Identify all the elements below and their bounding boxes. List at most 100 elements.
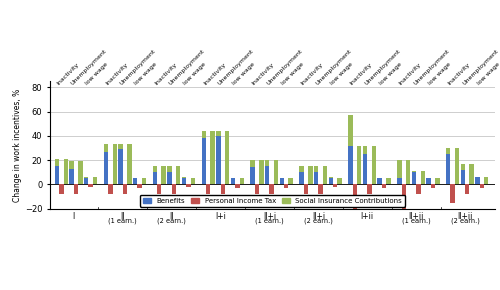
Bar [78, 162, 82, 184]
Bar [446, 148, 450, 154]
Text: Unemployment: Unemployment [412, 48, 451, 86]
Text: (2 earn.): (2 earn.) [157, 217, 186, 224]
Text: low wage: low wage [330, 61, 354, 86]
Bar [460, 170, 465, 184]
Bar [426, 178, 431, 184]
Bar [300, 166, 304, 172]
Bar [304, 184, 308, 194]
Bar [280, 178, 284, 184]
Bar [152, 166, 157, 172]
Text: (1 earn.): (1 earn.) [255, 217, 284, 224]
Bar [386, 178, 390, 184]
Text: (2 earn.): (2 earn.) [304, 217, 333, 224]
Text: II+i: II+i [263, 213, 276, 222]
Text: low wage: low wage [427, 61, 452, 86]
Bar [168, 172, 172, 184]
Bar [265, 160, 270, 166]
Bar [157, 184, 162, 194]
Bar [93, 177, 97, 184]
Bar [406, 160, 410, 184]
Bar [446, 154, 450, 184]
Bar [118, 144, 122, 149]
Text: Unemployment: Unemployment [119, 48, 157, 86]
Bar [382, 184, 386, 188]
Bar [176, 166, 180, 184]
Bar [70, 169, 74, 184]
Bar [84, 178, 88, 184]
Text: Unemployment: Unemployment [315, 48, 352, 86]
Bar [274, 160, 278, 184]
Bar [133, 178, 138, 184]
Bar [104, 152, 108, 184]
Bar [210, 131, 214, 184]
Text: II: II [120, 213, 125, 222]
Bar [122, 184, 127, 194]
Bar [84, 177, 88, 178]
Bar [450, 184, 455, 203]
Text: (1 earn.): (1 earn.) [402, 217, 430, 224]
Text: low wage: low wage [134, 61, 158, 86]
Bar [182, 177, 186, 184]
Bar [412, 172, 416, 184]
Bar [397, 160, 402, 178]
Bar [333, 184, 338, 187]
Bar [168, 166, 172, 172]
Bar [240, 178, 244, 184]
Bar [300, 172, 304, 184]
Bar [465, 184, 469, 194]
Text: low wage: low wage [182, 61, 207, 86]
Bar [455, 148, 459, 184]
Bar [372, 146, 376, 184]
Bar [270, 184, 274, 194]
Bar [231, 178, 235, 184]
Bar [108, 184, 112, 194]
Bar [328, 177, 333, 184]
Text: low wage: low wage [378, 61, 403, 86]
Bar [220, 184, 225, 194]
Bar [470, 164, 474, 184]
Text: Unemployment: Unemployment [266, 48, 304, 86]
Bar [378, 178, 382, 184]
Text: I+ii: I+ii [360, 213, 374, 222]
Text: Inactivity: Inactivity [300, 62, 324, 86]
Bar [352, 184, 357, 209]
Text: low wage: low wage [232, 61, 256, 86]
Bar [314, 172, 318, 184]
Text: Unemployment: Unemployment [217, 48, 255, 86]
Text: Inactivity: Inactivity [202, 62, 226, 86]
Bar [138, 184, 141, 188]
Bar [250, 160, 255, 168]
Bar [476, 177, 480, 184]
Bar [186, 184, 190, 187]
Bar [59, 184, 64, 194]
Bar [250, 168, 255, 184]
Bar [435, 178, 440, 184]
Bar [397, 178, 402, 184]
Text: (1 earn.): (1 earn.) [108, 217, 137, 224]
Bar [348, 115, 352, 146]
Text: II+ii: II+ii [458, 213, 473, 222]
Text: Unemployment: Unemployment [70, 48, 108, 86]
Legend: Benefits, Personal Income Tax, Social Insurance Contributions: Benefits, Personal Income Tax, Social In… [140, 195, 405, 206]
Bar [255, 184, 259, 194]
Text: I+i: I+i [215, 213, 226, 222]
Bar [431, 184, 435, 188]
Bar [357, 146, 362, 184]
Text: Inactivity: Inactivity [349, 62, 374, 86]
Y-axis label: Change in work incentives, %: Change in work incentives, % [13, 88, 22, 202]
Text: low wage: low wage [280, 61, 305, 86]
Text: II: II [170, 213, 174, 222]
Bar [216, 136, 220, 184]
Bar [480, 184, 484, 188]
Bar [70, 162, 74, 169]
Text: Inactivity: Inactivity [56, 62, 80, 86]
Bar [368, 184, 372, 194]
Bar [202, 131, 206, 138]
Text: I: I [72, 213, 75, 222]
Bar [162, 166, 166, 184]
Bar [363, 146, 368, 154]
Bar [288, 178, 293, 184]
Bar [308, 166, 312, 184]
Text: Inactivity: Inactivity [447, 62, 471, 86]
Bar [259, 160, 264, 184]
